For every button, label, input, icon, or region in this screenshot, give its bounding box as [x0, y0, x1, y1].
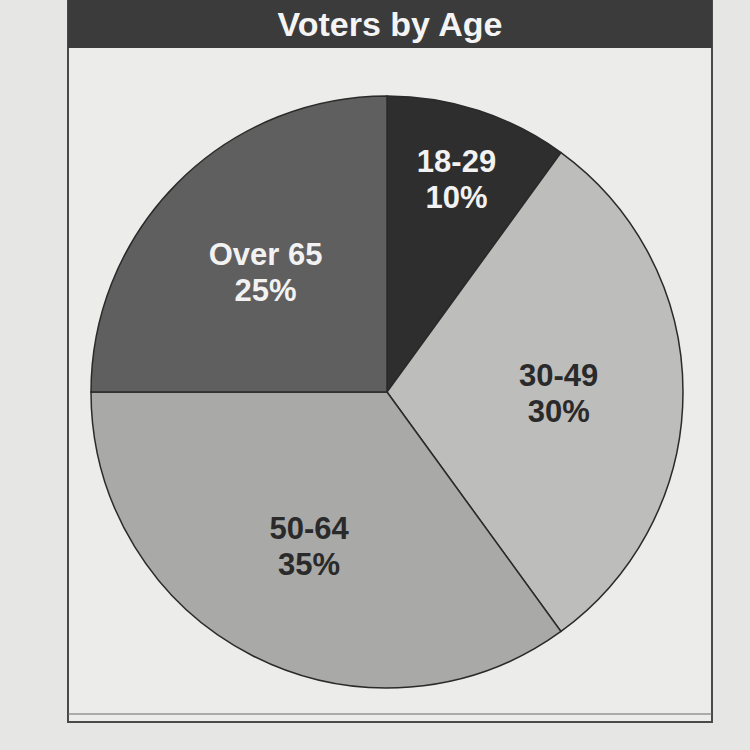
title: Voters by Age	[278, 5, 503, 43]
pie-slice	[91, 392, 561, 688]
slice-category: 30-49	[519, 358, 598, 393]
slice-value: 25%	[235, 273, 297, 308]
slice-category: 50-64	[269, 511, 349, 546]
slices	[91, 96, 683, 688]
slice-category: 18-29	[417, 144, 496, 179]
title-bar	[68, 0, 712, 48]
slice-category: Over 65	[209, 237, 323, 272]
chart: Voters by Age 18-2910% 30-4930% 50-6435% Ove…	[0, 0, 750, 750]
bottom-rule	[68, 714, 712, 715]
slice-value: 30%	[528, 394, 590, 429]
pie-slice	[91, 96, 387, 392]
slice-value: 35%	[278, 547, 340, 582]
slice-value: 10%	[425, 180, 487, 215]
data-labels: 18-2910% 30-4930% 50-6435% Over 6525%	[209, 144, 599, 582]
frame	[68, 0, 712, 722]
